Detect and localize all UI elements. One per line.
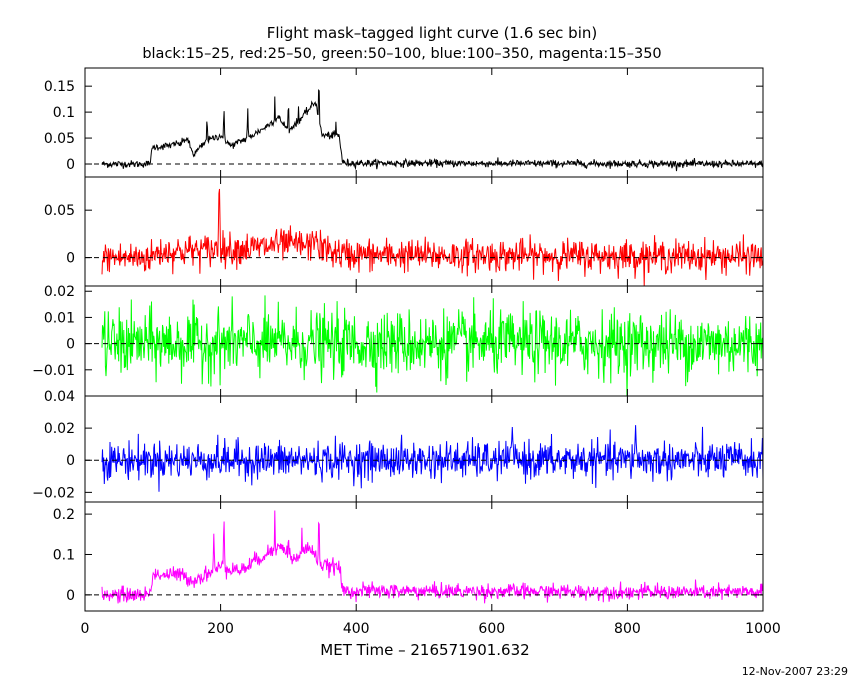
y-tick-label: 0.04 bbox=[44, 389, 75, 405]
x-tick-label: 800 bbox=[614, 621, 641, 637]
series-line-1 bbox=[101, 89, 763, 172]
x-tick-label: 200 bbox=[207, 621, 234, 637]
panel-4: −0.02 0 0.02 0.04 bbox=[32, 389, 764, 503]
series-line-3 bbox=[101, 295, 763, 396]
x-axis-label: MET Time – 216571901.632 bbox=[320, 641, 529, 659]
y-tick-label: 0 bbox=[66, 251, 75, 267]
y-tick-label: 0 bbox=[66, 337, 75, 353]
panel-3: −0.01 0 0.01 0.02 bbox=[32, 284, 764, 397]
panel-frame bbox=[84, 501, 764, 612]
y-tick-label: 0.1 bbox=[53, 105, 75, 121]
x-tick-label: 1000 bbox=[745, 621, 781, 637]
panels-group: 00.050.10.1500.05−0.0100.010.02−0.0200.0… bbox=[32, 67, 764, 612]
series-line-4 bbox=[101, 425, 763, 492]
y-tick-label: 0.05 bbox=[44, 203, 75, 219]
y-tick-label: 0 bbox=[66, 453, 75, 469]
panel-2: 00.05 bbox=[44, 176, 764, 287]
x-tick-label: 400 bbox=[343, 621, 370, 637]
y-tick-label: 0.05 bbox=[44, 131, 75, 147]
y-tick-label: 0 bbox=[66, 157, 75, 173]
y-tick-label: 0 bbox=[66, 588, 75, 604]
series-line-5 bbox=[101, 510, 763, 604]
y-tick-label: 0.2 bbox=[53, 507, 75, 523]
series-line-2 bbox=[101, 188, 763, 286]
y-tick-label: −0.01 bbox=[32, 363, 75, 379]
y-tick-label: 0.02 bbox=[44, 284, 75, 300]
chart-subtitle: black:15–25, red:25–50, green:50–100, bl… bbox=[142, 46, 661, 62]
panel-5: 0 0.1 0.2 bbox=[53, 501, 764, 612]
y-tick-label: −0.02 bbox=[32, 485, 75, 501]
y-tick-label: 0.1 bbox=[53, 547, 75, 563]
x-axis: 0 200 400 600 800 1000 bbox=[81, 68, 781, 637]
footer-timestamp: 12-Nov-2007 23:29 bbox=[742, 665, 848, 678]
y-tick-label: 0.15 bbox=[44, 79, 75, 95]
chart-title: Flight mask–tagged light curve (1.6 sec … bbox=[267, 24, 597, 42]
x-tick-label: 0 bbox=[81, 621, 90, 637]
x-tick-label: 600 bbox=[478, 621, 505, 637]
y-tick-label: 0.01 bbox=[44, 310, 75, 326]
y-tick-label: 0.02 bbox=[44, 421, 75, 437]
panel-1: 0 0.05 0.1 0.15 bbox=[44, 67, 764, 178]
